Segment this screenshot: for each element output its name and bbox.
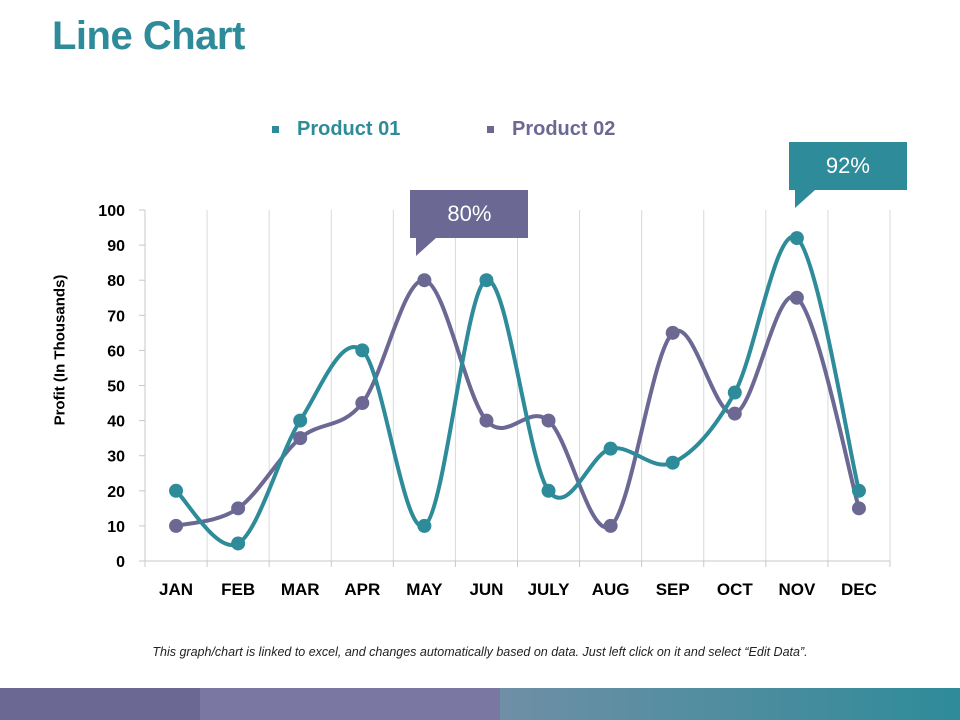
data-point-product-01-jun[interactable] xyxy=(479,273,494,288)
chart-axes: 0 10 20 30 40 50 60 70 80 90 100 JAN FEB MAR APR MAY JUN… xyxy=(98,203,891,599)
y-tick-label: 100 xyxy=(98,203,125,220)
data-point-product-01-apr[interactable] xyxy=(355,343,370,358)
y-tick-label: 60 xyxy=(107,343,125,360)
y-tick-label: 0 xyxy=(116,554,125,571)
y-tick-label: 40 xyxy=(107,414,125,431)
page-title: Line Chart xyxy=(52,14,245,58)
data-point-product-01-sep[interactable] xyxy=(665,455,680,470)
data-point-product-02-nov[interactable] xyxy=(789,290,804,305)
y-tick-label: 90 xyxy=(107,238,125,255)
data-point-product-02-apr[interactable] xyxy=(355,396,370,411)
callout-label-may: 80% xyxy=(447,201,492,227)
data-point-product-02-aug[interactable] xyxy=(603,518,618,533)
data-point-product-02-oct[interactable] xyxy=(727,406,742,421)
footer-band-segment-2 xyxy=(200,688,500,720)
x-tick-label: JUN xyxy=(469,580,503,599)
x-tick-label: MAY xyxy=(406,580,443,599)
data-point-product-01-jan[interactable] xyxy=(169,483,184,498)
x-tick-label: AUG xyxy=(592,580,630,599)
x-tick-label: SEP xyxy=(656,580,690,599)
data-point-product-01-july[interactable] xyxy=(541,483,556,498)
legend-item-product-02[interactable]: Product 02 xyxy=(487,118,615,141)
y-tick-label: 20 xyxy=(107,484,125,501)
chart-footnote: This graph/chart is linked to excel, and… xyxy=(152,645,808,659)
data-point-product-01-oct[interactable] xyxy=(727,385,742,400)
x-tick-label: NOV xyxy=(778,580,816,599)
callout-label-nov: 92% xyxy=(825,153,870,179)
callout-tail-may xyxy=(416,238,437,257)
legend-item-product-01[interactable]: Product 01 xyxy=(272,118,400,141)
data-point-product-02-sep[interactable] xyxy=(665,325,680,340)
x-tick-label: DEC xyxy=(841,580,877,599)
legend-label-product-02: Product 02 xyxy=(512,118,616,140)
chart-grid xyxy=(144,210,891,561)
x-tick-label: MAR xyxy=(281,580,320,599)
callout-product-02-may: 80% xyxy=(410,190,529,257)
x-tick-label: OCT xyxy=(717,580,754,599)
data-point-product-01-dec[interactable] xyxy=(851,483,866,498)
footer-band xyxy=(0,688,960,720)
data-point-product-02-may[interactable] xyxy=(417,273,432,288)
callout-tail-nov xyxy=(794,190,815,209)
y-tick-label: 50 xyxy=(107,379,125,396)
data-point-product-02-jan[interactable] xyxy=(169,518,184,533)
x-tick-label: FEB xyxy=(221,580,255,599)
data-point-product-02-july[interactable] xyxy=(541,413,556,428)
y-tick-label: 10 xyxy=(107,519,125,536)
footer-band-segment-3 xyxy=(500,688,960,720)
data-point-product-01-aug[interactable] xyxy=(603,441,618,456)
chart-legend: Product 01 Product 02 xyxy=(0,118,960,148)
legend-swatch-product-02 xyxy=(487,126,494,133)
x-tick-label: JAN xyxy=(159,580,193,599)
chart-markers xyxy=(169,231,866,551)
data-point-product-01-feb[interactable] xyxy=(231,536,246,551)
data-point-product-01-may[interactable] xyxy=(417,518,432,533)
data-point-product-02-mar[interactable] xyxy=(293,431,308,446)
legend-swatch-product-01 xyxy=(272,126,279,133)
data-point-product-02-dec[interactable] xyxy=(851,501,866,516)
data-point-product-01-mar[interactable] xyxy=(293,413,308,428)
y-tick-label: 70 xyxy=(107,308,125,325)
x-tick-label: JULY xyxy=(528,580,571,599)
footer-band-segment-1 xyxy=(0,688,200,720)
legend-label-product-01: Product 01 xyxy=(297,118,401,140)
callout-product-01-nov: 92% xyxy=(788,142,907,209)
data-point-product-02-feb[interactable] xyxy=(231,501,246,516)
x-tick-label: APR xyxy=(344,580,380,599)
y-tick-label: 80 xyxy=(107,273,125,290)
data-point-product-01-nov[interactable] xyxy=(789,231,804,246)
data-point-product-02-jun[interactable] xyxy=(479,413,494,428)
y-tick-label: 30 xyxy=(107,449,125,466)
